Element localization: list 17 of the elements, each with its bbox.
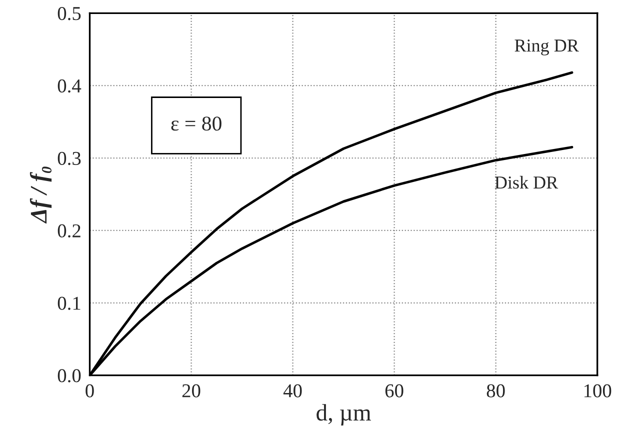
- series-label: Ring DR: [514, 40, 579, 56]
- x-tick-label: 20: [182, 384, 200, 398]
- y-tick-label: 0.4: [58, 79, 82, 93]
- y-tick-label: 0.3: [58, 152, 81, 166]
- x-tick-label: 80: [486, 384, 505, 398]
- annotation: ε = 80: [171, 116, 222, 131]
- y-tick-label: 0.0: [58, 369, 81, 382]
- x-axis-title: d, µm: [316, 404, 371, 426]
- y-axis-title: Δf / f₀: [30, 166, 52, 224]
- y-tick-label: 0.5: [58, 6, 81, 20]
- x-tick-label: 100: [584, 384, 612, 398]
- x-tick-label: 40: [283, 384, 302, 398]
- series-label: Disk DR: [494, 176, 558, 189]
- x-tick-label: 60: [385, 384, 404, 398]
- x-tick-label: 0: [86, 384, 94, 398]
- y-tick-label: 0.2: [58, 224, 80, 238]
- y-tick-label: 0.1: [58, 296, 80, 310]
